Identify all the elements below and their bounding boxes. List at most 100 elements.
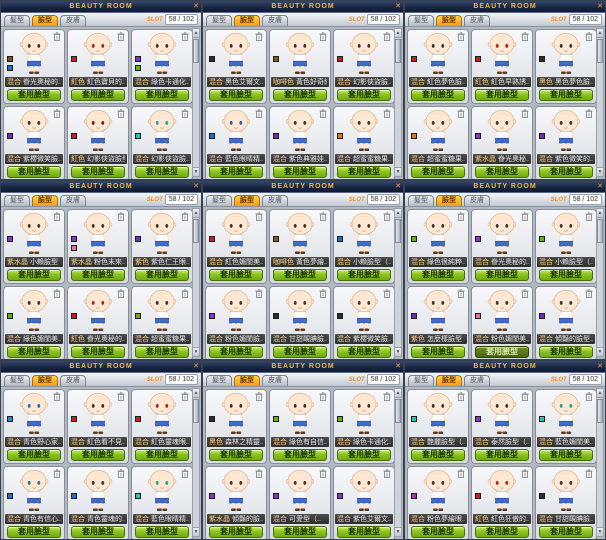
close-icon[interactable]: ✕ <box>395 3 401 10</box>
delete-icon[interactable] <box>181 109 189 118</box>
delete-icon[interactable] <box>319 469 327 478</box>
apply-face-button[interactable]: 套用臉型 <box>7 526 61 538</box>
scroll-down-icon[interactable]: ▼ <box>395 347 401 356</box>
delete-icon[interactable] <box>319 289 327 298</box>
scrollbar[interactable]: ▲ ▼ <box>596 208 604 357</box>
apply-face-button[interactable]: 套用臉型 <box>273 526 327 538</box>
tab-hair[interactable]: 髮型 <box>4 15 30 26</box>
delete-icon[interactable] <box>585 32 593 41</box>
tab-face[interactable]: 臉型 <box>436 195 462 206</box>
delete-icon[interactable] <box>585 392 593 401</box>
scroll-down-icon[interactable]: ▼ <box>597 167 603 176</box>
tab-skin[interactable]: 皮膚 <box>262 195 288 206</box>
tab-hair[interactable]: 髮型 <box>206 195 232 206</box>
delete-icon[interactable] <box>521 469 529 478</box>
scroll-up-icon[interactable]: ▲ <box>193 209 199 218</box>
tab-skin[interactable]: 皮膚 <box>262 15 288 26</box>
apply-face-button[interactable]: 套用臉型 <box>7 89 61 101</box>
scroll-up-icon[interactable]: ▲ <box>193 29 199 38</box>
apply-face-button[interactable]: 套用臉型 <box>71 89 125 101</box>
title-bar[interactable]: BEAUTY ROOM ✕ <box>1 1 201 13</box>
tab-skin[interactable]: 皮膚 <box>262 375 288 386</box>
apply-face-button[interactable]: 套用臉型 <box>7 449 61 461</box>
apply-face-button[interactable]: 套用臉型 <box>7 166 61 178</box>
delete-icon[interactable] <box>181 392 189 401</box>
delete-icon[interactable] <box>181 32 189 41</box>
scrollbar-thumb[interactable] <box>193 399 199 423</box>
scroll-down-icon[interactable]: ▼ <box>395 527 401 536</box>
apply-face-button[interactable]: 套用臉型 <box>71 346 125 358</box>
close-icon[interactable]: ✕ <box>597 183 603 190</box>
delete-icon[interactable] <box>117 212 125 221</box>
scrollbar-thumb[interactable] <box>597 399 603 423</box>
tab-hair[interactable]: 髮型 <box>206 375 232 386</box>
delete-icon[interactable] <box>255 289 263 298</box>
apply-face-button[interactable]: 套用臉型 <box>209 449 263 461</box>
apply-face-button[interactable]: 套用臉型 <box>337 449 391 461</box>
apply-face-button[interactable]: 套用臉型 <box>475 449 529 461</box>
apply-face-button[interactable]: 套用臉型 <box>539 269 593 281</box>
apply-face-button[interactable]: 套用臉型 <box>337 89 391 101</box>
tab-skin[interactable]: 皮膚 <box>60 195 86 206</box>
apply-face-button[interactable]: 套用臉型 <box>475 269 529 281</box>
scrollbar-thumb[interactable] <box>395 219 401 243</box>
delete-icon[interactable] <box>117 469 125 478</box>
scrollbar-thumb[interactable] <box>597 219 603 243</box>
scroll-up-icon[interactable]: ▲ <box>395 29 401 38</box>
title-bar[interactable]: BEAUTY ROOM ✕ <box>405 361 605 373</box>
tab-hair[interactable]: 髮型 <box>206 15 232 26</box>
delete-icon[interactable] <box>319 212 327 221</box>
apply-face-button[interactable]: 套用臉型 <box>273 269 327 281</box>
delete-icon[interactable] <box>383 32 391 41</box>
scrollbar[interactable]: ▲ ▼ <box>192 28 200 177</box>
delete-icon[interactable] <box>53 109 61 118</box>
delete-icon[interactable] <box>53 289 61 298</box>
title-bar[interactable]: BEAUTY ROOM ✕ <box>203 1 403 13</box>
delete-icon[interactable] <box>383 469 391 478</box>
delete-icon[interactable] <box>457 469 465 478</box>
apply-face-button[interactable]: 套用臉型 <box>475 166 529 178</box>
tab-face[interactable]: 臉型 <box>32 195 58 206</box>
delete-icon[interactable] <box>255 392 263 401</box>
apply-face-button[interactable]: 套用臉型 <box>273 346 327 358</box>
delete-icon[interactable] <box>117 32 125 41</box>
scrollbar-thumb[interactable] <box>193 39 199 63</box>
delete-icon[interactable] <box>53 392 61 401</box>
apply-face-button[interactable]: 套用臉型 <box>411 166 465 178</box>
delete-icon[interactable] <box>181 469 189 478</box>
delete-icon[interactable] <box>319 109 327 118</box>
apply-face-button[interactable]: 套用臉型 <box>209 526 263 538</box>
delete-icon[interactable] <box>457 289 465 298</box>
delete-icon[interactable] <box>383 109 391 118</box>
apply-face-button[interactable]: 套用臉型 <box>475 526 529 538</box>
tab-skin[interactable]: 皮膚 <box>464 15 490 26</box>
delete-icon[interactable] <box>585 469 593 478</box>
tab-face[interactable]: 臉型 <box>32 375 58 386</box>
tab-face[interactable]: 臉型 <box>436 375 462 386</box>
delete-icon[interactable] <box>255 109 263 118</box>
title-bar[interactable]: BEAUTY ROOM ✕ <box>405 181 605 193</box>
apply-face-button[interactable]: 套用臉型 <box>337 269 391 281</box>
tab-skin[interactable]: 皮膚 <box>464 195 490 206</box>
scroll-down-icon[interactable]: ▼ <box>193 527 199 536</box>
apply-face-button[interactable]: 套用臉型 <box>273 166 327 178</box>
scrollbar[interactable]: ▲ ▼ <box>192 208 200 357</box>
tab-face[interactable]: 臉型 <box>234 375 260 386</box>
tab-hair[interactable]: 髮型 <box>4 375 30 386</box>
apply-face-button[interactable]: 套用臉型 <box>273 89 327 101</box>
scroll-up-icon[interactable]: ▲ <box>193 389 199 398</box>
tab-face[interactable]: 臉型 <box>436 15 462 26</box>
delete-icon[interactable] <box>521 32 529 41</box>
apply-face-button[interactable]: 套用臉型 <box>135 166 189 178</box>
delete-icon[interactable] <box>585 212 593 221</box>
delete-icon[interactable] <box>53 212 61 221</box>
scroll-up-icon[interactable]: ▲ <box>395 209 401 218</box>
scrollbar-thumb[interactable] <box>395 399 401 423</box>
apply-face-button[interactable]: 套用臉型 <box>7 346 61 358</box>
apply-face-button[interactable]: 套用臉型 <box>135 346 189 358</box>
scrollbar[interactable]: ▲ ▼ <box>394 28 402 177</box>
apply-face-button[interactable]: 套用臉型 <box>71 526 125 538</box>
delete-icon[interactable] <box>521 392 529 401</box>
title-bar[interactable]: BEAUTY ROOM ✕ <box>1 181 201 193</box>
delete-icon[interactable] <box>457 109 465 118</box>
